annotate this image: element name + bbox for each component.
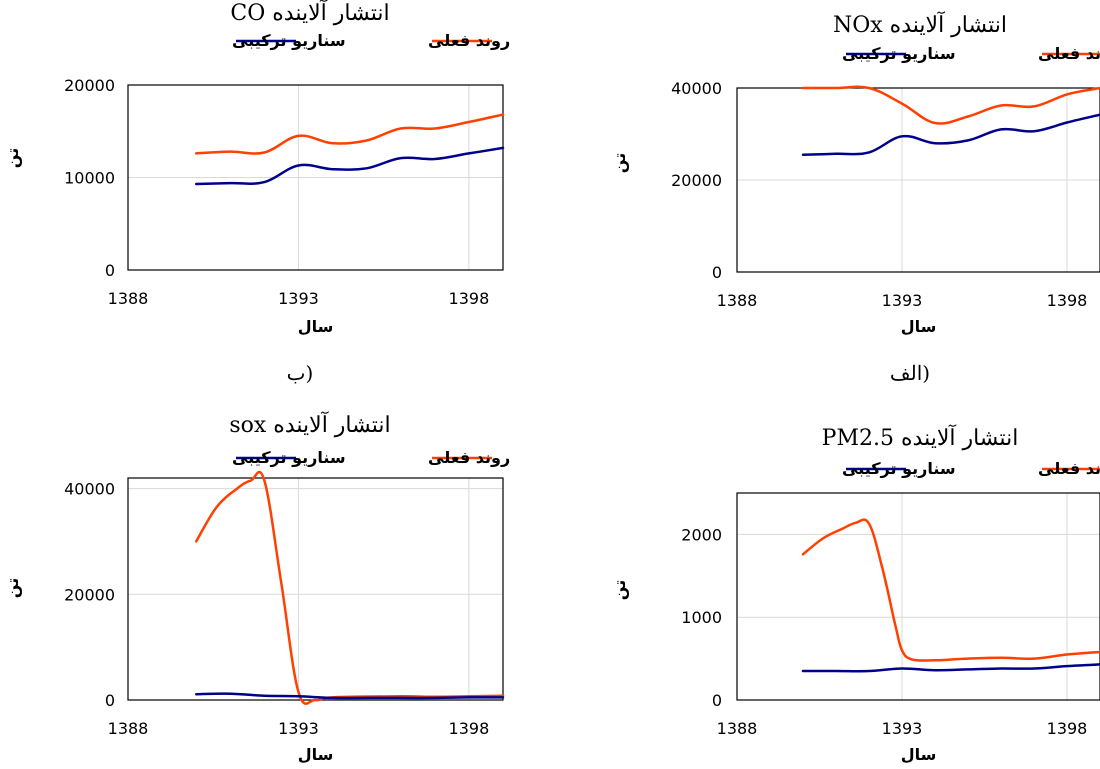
x-tick-label: 1393 (882, 291, 923, 310)
chart-title: انتشار آلاینده NOx (833, 11, 1007, 38)
chart-co: انتشار آلاینده CO روند فعلی سناریو ترکیبی 0… (3, 0, 510, 336)
x-tick-label: 1388 (108, 719, 149, 738)
y-tick-label: 10000 (64, 169, 115, 188)
x-tick-label: 1388 (717, 719, 758, 738)
series-line-scenario (801, 663, 1100, 673)
series-line-actual (801, 518, 1100, 662)
plot-frame (736, 87, 1100, 273)
legend-label-actual: روند فعلی (428, 448, 510, 467)
legend-label-scenario: سناریو ترکیبی (232, 31, 346, 50)
legend-label-scenario: سناریو ترکیبی (842, 459, 956, 478)
chart-title: انتشار آلاینده PM2.5 (822, 424, 1019, 451)
y-tick-label: 20000 (671, 171, 722, 190)
x-tick-label: 1398 (449, 289, 490, 308)
legend: روند فعلی سناریو ترکیبی (232, 448, 510, 467)
x-axis-label: سال (298, 745, 334, 764)
series-line-actual (801, 85, 1100, 125)
series-line-scenario (194, 146, 505, 186)
y-axis-label: تن (3, 148, 22, 168)
series-line-actual (194, 470, 505, 705)
chart-title: انتشار آلاینده sox (229, 411, 390, 438)
y-tick-label: 0 (105, 261, 115, 280)
x-axis-label: سال (901, 317, 937, 336)
caption-right: الف) (890, 361, 930, 385)
legend-label-scenario: سناریو ترکیبی (842, 44, 956, 63)
y-tick-label: 20000 (64, 585, 115, 604)
plot-frame (736, 492, 1100, 701)
x-axis-label: سال (901, 745, 937, 764)
y-tick-label: 0 (105, 691, 115, 710)
y-tick-label: 40000 (671, 79, 722, 98)
chart-nox: انتشار آلاینده NOx روند فعلی سناریو ترکیبی… (610, 11, 1100, 336)
x-tick-label: 1393 (278, 289, 319, 308)
y-tick-label: 0 (712, 691, 722, 710)
y-axis-label: تن (3, 578, 22, 598)
plot-frame (127, 477, 504, 701)
legend-label-actual: روند فعلی (1038, 44, 1100, 63)
y-axis-label: تن (610, 580, 629, 600)
y-tick-label: 1000 (681, 608, 722, 627)
x-tick-label: 1393 (278, 719, 319, 738)
legend-label-scenario: سناریو ترکیبی (232, 448, 346, 467)
x-tick-label: 1398 (449, 719, 490, 738)
series-line-scenario (194, 692, 505, 700)
chart-pm25: انتشار آلاینده PM2.5 روند فعلی سناریو ترکی… (610, 424, 1100, 764)
legend: روند فعلی سناریو ترکیبی (232, 31, 510, 50)
x-tick-label: 1398 (1047, 719, 1088, 738)
y-tick-label: 40000 (64, 480, 115, 499)
chart-title: انتشار آلاینده CO (230, 0, 389, 26)
x-axis-label: سال (298, 317, 334, 336)
legend: روند فعلی سناریو ترکیبی (842, 44, 1100, 63)
x-tick-label: 1398 (1047, 291, 1088, 310)
legend-label-actual: روند فعلی (428, 31, 510, 50)
legend-label-actual: روند فعلی (1038, 459, 1100, 478)
y-tick-label: 20000 (64, 76, 115, 95)
series-line-scenario (801, 113, 1100, 156)
series-line-actual (194, 113, 505, 155)
y-tick-label: 2000 (681, 525, 722, 544)
caption-left: ب) (287, 361, 314, 385)
y-tick-label: 0 (712, 263, 722, 282)
x-tick-label: 1388 (717, 291, 758, 310)
x-tick-label: 1393 (882, 719, 923, 738)
legend: روند فعلی سناریو ترکیبی (842, 459, 1100, 478)
chart-sox: انتشار آلاینده sox روند فعلی سناریو ترکیبی… (3, 411, 510, 764)
y-axis-label: تن (610, 153, 629, 173)
plot-frame (127, 84, 504, 271)
x-tick-label: 1388 (108, 289, 149, 308)
